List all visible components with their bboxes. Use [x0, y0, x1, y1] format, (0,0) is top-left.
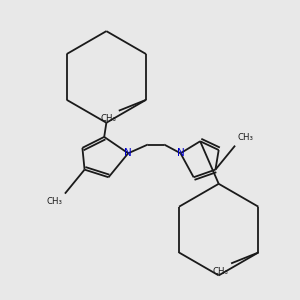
Text: N: N [124, 148, 132, 158]
Text: CH₃: CH₃ [100, 114, 117, 123]
Text: N: N [177, 148, 184, 158]
Text: CH₃: CH₃ [237, 134, 253, 142]
Text: CH₃: CH₃ [47, 197, 63, 206]
Text: CH₃: CH₃ [213, 267, 229, 276]
